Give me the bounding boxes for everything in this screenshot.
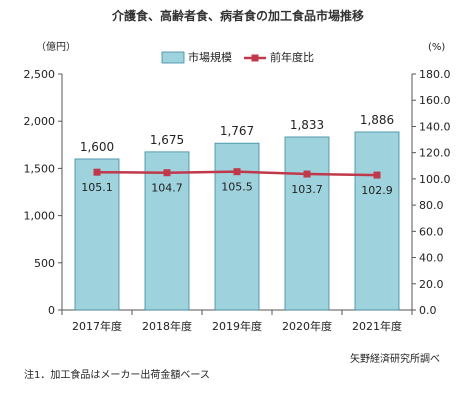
ratio-value-label: 105.5 xyxy=(221,181,253,194)
left-axis-ticks: 0 500 1,000 1,500 2,000 2,500 xyxy=(24,68,62,317)
right-tick-label: 160.0 xyxy=(419,94,451,107)
ratio-value-label: 102.9 xyxy=(361,184,393,197)
legend-line-label: 前年度比 xyxy=(270,50,314,64)
ratio-point xyxy=(163,169,171,177)
ratio-value-label: 103.7 xyxy=(291,183,323,196)
right-tick-label: 20.0 xyxy=(419,278,444,291)
source-note: 矢野経済研究所調べ xyxy=(350,352,440,365)
ratio-value-labels: 105.1 104.7 105.5 103.7 102.9 xyxy=(81,181,393,197)
ratio-point xyxy=(303,170,311,178)
chart-title: 介護食、高齢者食、病者食の加工食品市場推移 xyxy=(111,8,364,23)
bar xyxy=(74,158,120,311)
left-tick-label: 2,500 xyxy=(24,68,56,81)
right-tick-label: 100.0 xyxy=(419,173,451,186)
legend-bar-swatch xyxy=(161,51,185,64)
left-tick-label: 500 xyxy=(34,257,55,270)
ratio-value-label: 105.1 xyxy=(81,181,113,194)
bar xyxy=(144,151,190,311)
bar-value-label: 1,675 xyxy=(150,133,184,147)
category-label: 2020年度 xyxy=(282,319,332,333)
ratio-point xyxy=(93,168,101,176)
legend: 市場規模 前年度比 xyxy=(161,50,314,64)
bar-value-labels: 1,600 1,675 1,767 1,833 1,886 xyxy=(80,113,394,154)
left-tick-label: 1,000 xyxy=(24,210,56,223)
ratio-line-series xyxy=(93,168,381,179)
bars xyxy=(74,131,400,311)
right-tick-label: 140.0 xyxy=(419,120,451,133)
right-tick-label: 180.0 xyxy=(419,68,451,81)
bar xyxy=(354,131,400,311)
category-label: 2017年度 xyxy=(72,319,122,333)
right-axis-unit: (%) xyxy=(428,42,445,53)
category-label: 2021年度 xyxy=(352,319,402,333)
legend-line-marker xyxy=(251,54,259,62)
ratio-value-label: 104.7 xyxy=(151,182,183,195)
legend-bar-label: 市場規模 xyxy=(188,50,232,64)
bar xyxy=(284,136,330,311)
right-tick-label: 0.0 xyxy=(419,304,437,317)
bar-value-label: 1,600 xyxy=(80,140,114,154)
right-tick-label: 60.0 xyxy=(419,225,444,238)
left-tick-label: 2,000 xyxy=(24,115,56,128)
left-axis-unit: （億円） xyxy=(36,40,76,53)
ratio-point xyxy=(233,168,241,176)
right-tick-label: 120.0 xyxy=(419,147,451,160)
right-axis-ticks: 0.0 20.0 40.0 60.0 80.0 100.0 120.0 140.0 160.0 1… xyxy=(412,68,451,317)
footnote: 注1．加工食品はメーカー出荷金額ベース xyxy=(24,368,210,381)
ratio-point xyxy=(373,171,381,179)
bar-value-label: 1,886 xyxy=(360,113,394,127)
bar-value-label: 1,767 xyxy=(220,124,254,138)
category-label: 2018年度 xyxy=(142,319,192,333)
left-tick-label: 0 xyxy=(48,304,55,317)
bar-value-label: 1,833 xyxy=(290,118,324,132)
left-tick-label: 1,500 xyxy=(24,162,56,175)
right-tick-label: 40.0 xyxy=(419,252,444,265)
category-label: 2019年度 xyxy=(212,319,262,333)
category-labels: 2017年度 2018年度 2019年度 2020年度 2021年度 xyxy=(61,310,413,333)
right-tick-label: 80.0 xyxy=(419,199,444,212)
